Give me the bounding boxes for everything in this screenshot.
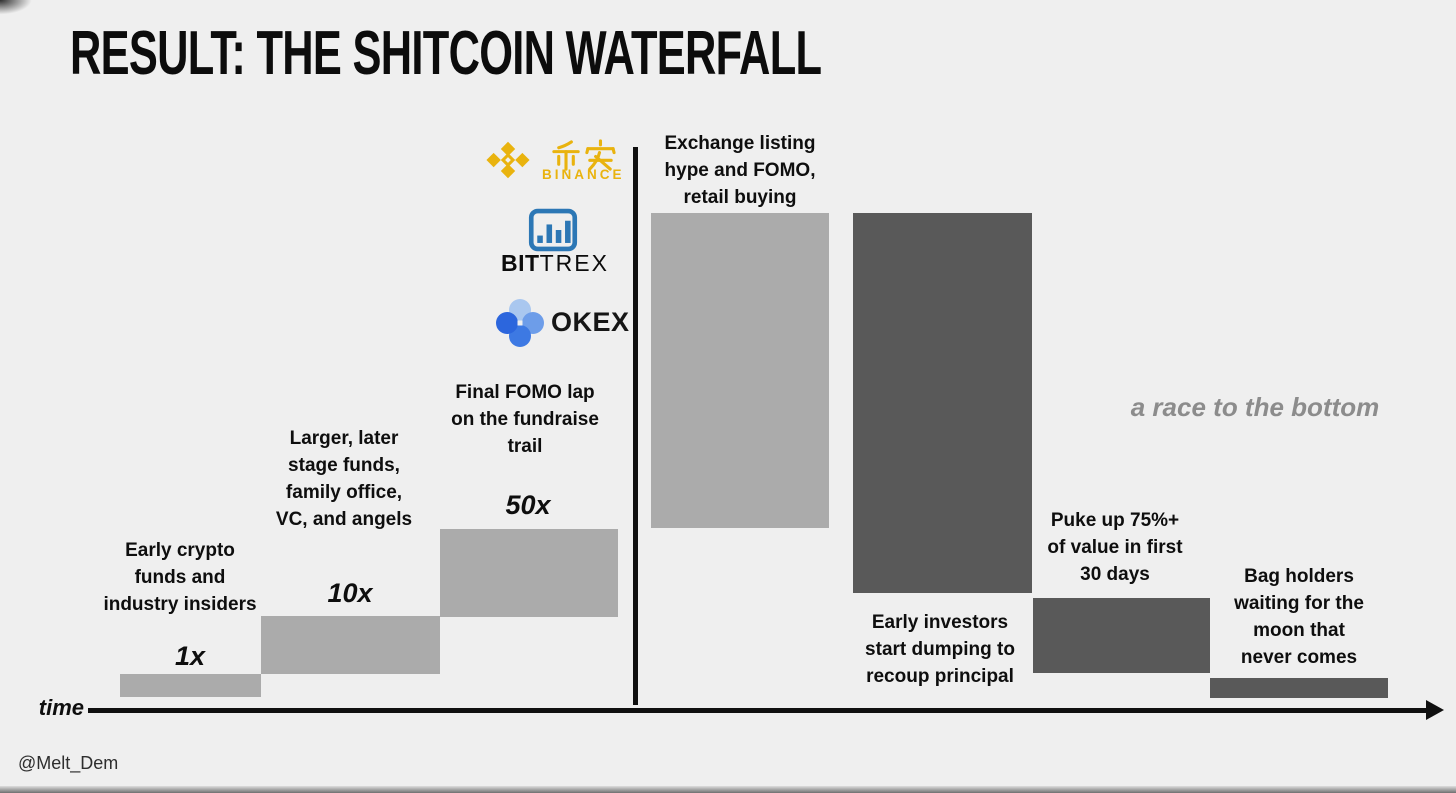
waterfall-bar-2-rise	[261, 616, 440, 674]
bittrex-logo	[528, 207, 578, 253]
bittrex-wordmark-light: TREX	[539, 250, 609, 276]
top-left-artifact	[0, 0, 44, 20]
multiple-10x: 10x	[327, 578, 373, 608]
okex-icon	[496, 299, 544, 347]
label-puke: Puke up 75%+ of value in first 30 days	[1047, 510, 1183, 585]
binance-icon	[486, 141, 530, 179]
slide-title: RESULT: THE SHITCOIN WATERFALL	[70, 19, 822, 88]
bittrex-wordmark-bold: BIT	[501, 250, 540, 276]
watermark: @Melt_Dem	[18, 753, 119, 773]
bittrex-icon	[528, 208, 578, 252]
binance-wordmark: BINANCE	[542, 167, 625, 182]
multiple-1x: 1x	[174, 641, 206, 671]
waterfall-bar-4-peak	[651, 213, 829, 528]
race-to-bottom-annotation: a race to the bottom	[1130, 392, 1380, 422]
binance-chinese-characters-icon	[552, 139, 616, 171]
bottom-edge-strip	[0, 786, 1456, 793]
section-divider	[633, 147, 638, 705]
binance-logo	[485, 137, 531, 183]
label-early-investors: Early investors start dumping to recoup …	[865, 612, 1015, 687]
okex-logo	[494, 297, 546, 349]
bittrex-wordmark: BITTREX	[500, 250, 610, 277]
time-axis-line	[88, 708, 1428, 713]
multiple-50x: 50x	[505, 490, 551, 520]
label-exchange-listing: Exchange listing hype and FOMO, retail b…	[664, 133, 816, 208]
waterfall-bar-5-decline	[853, 213, 1032, 593]
waterfall-bar-3-rise	[440, 529, 618, 617]
waterfall-bar-6-decline	[1033, 598, 1210, 673]
label-early-crypto: Early crypto funds and industry insiders	[103, 540, 257, 615]
time-axis-arrowhead-icon	[1426, 700, 1444, 720]
label-larger-later: Larger, later stage funds, family office…	[275, 428, 413, 530]
waterfall-bar-7-decline	[1210, 678, 1388, 698]
time-axis-label: time	[38, 695, 84, 720]
label-bag-holders: Bag holders waiting for the moon that ne…	[1234, 566, 1364, 668]
okex-wordmark: OKEX	[551, 307, 630, 337]
waterfall-bar-1-rise	[120, 674, 261, 697]
label-final-fomo: Final FOMO lap on the fundraise trail	[451, 382, 599, 457]
